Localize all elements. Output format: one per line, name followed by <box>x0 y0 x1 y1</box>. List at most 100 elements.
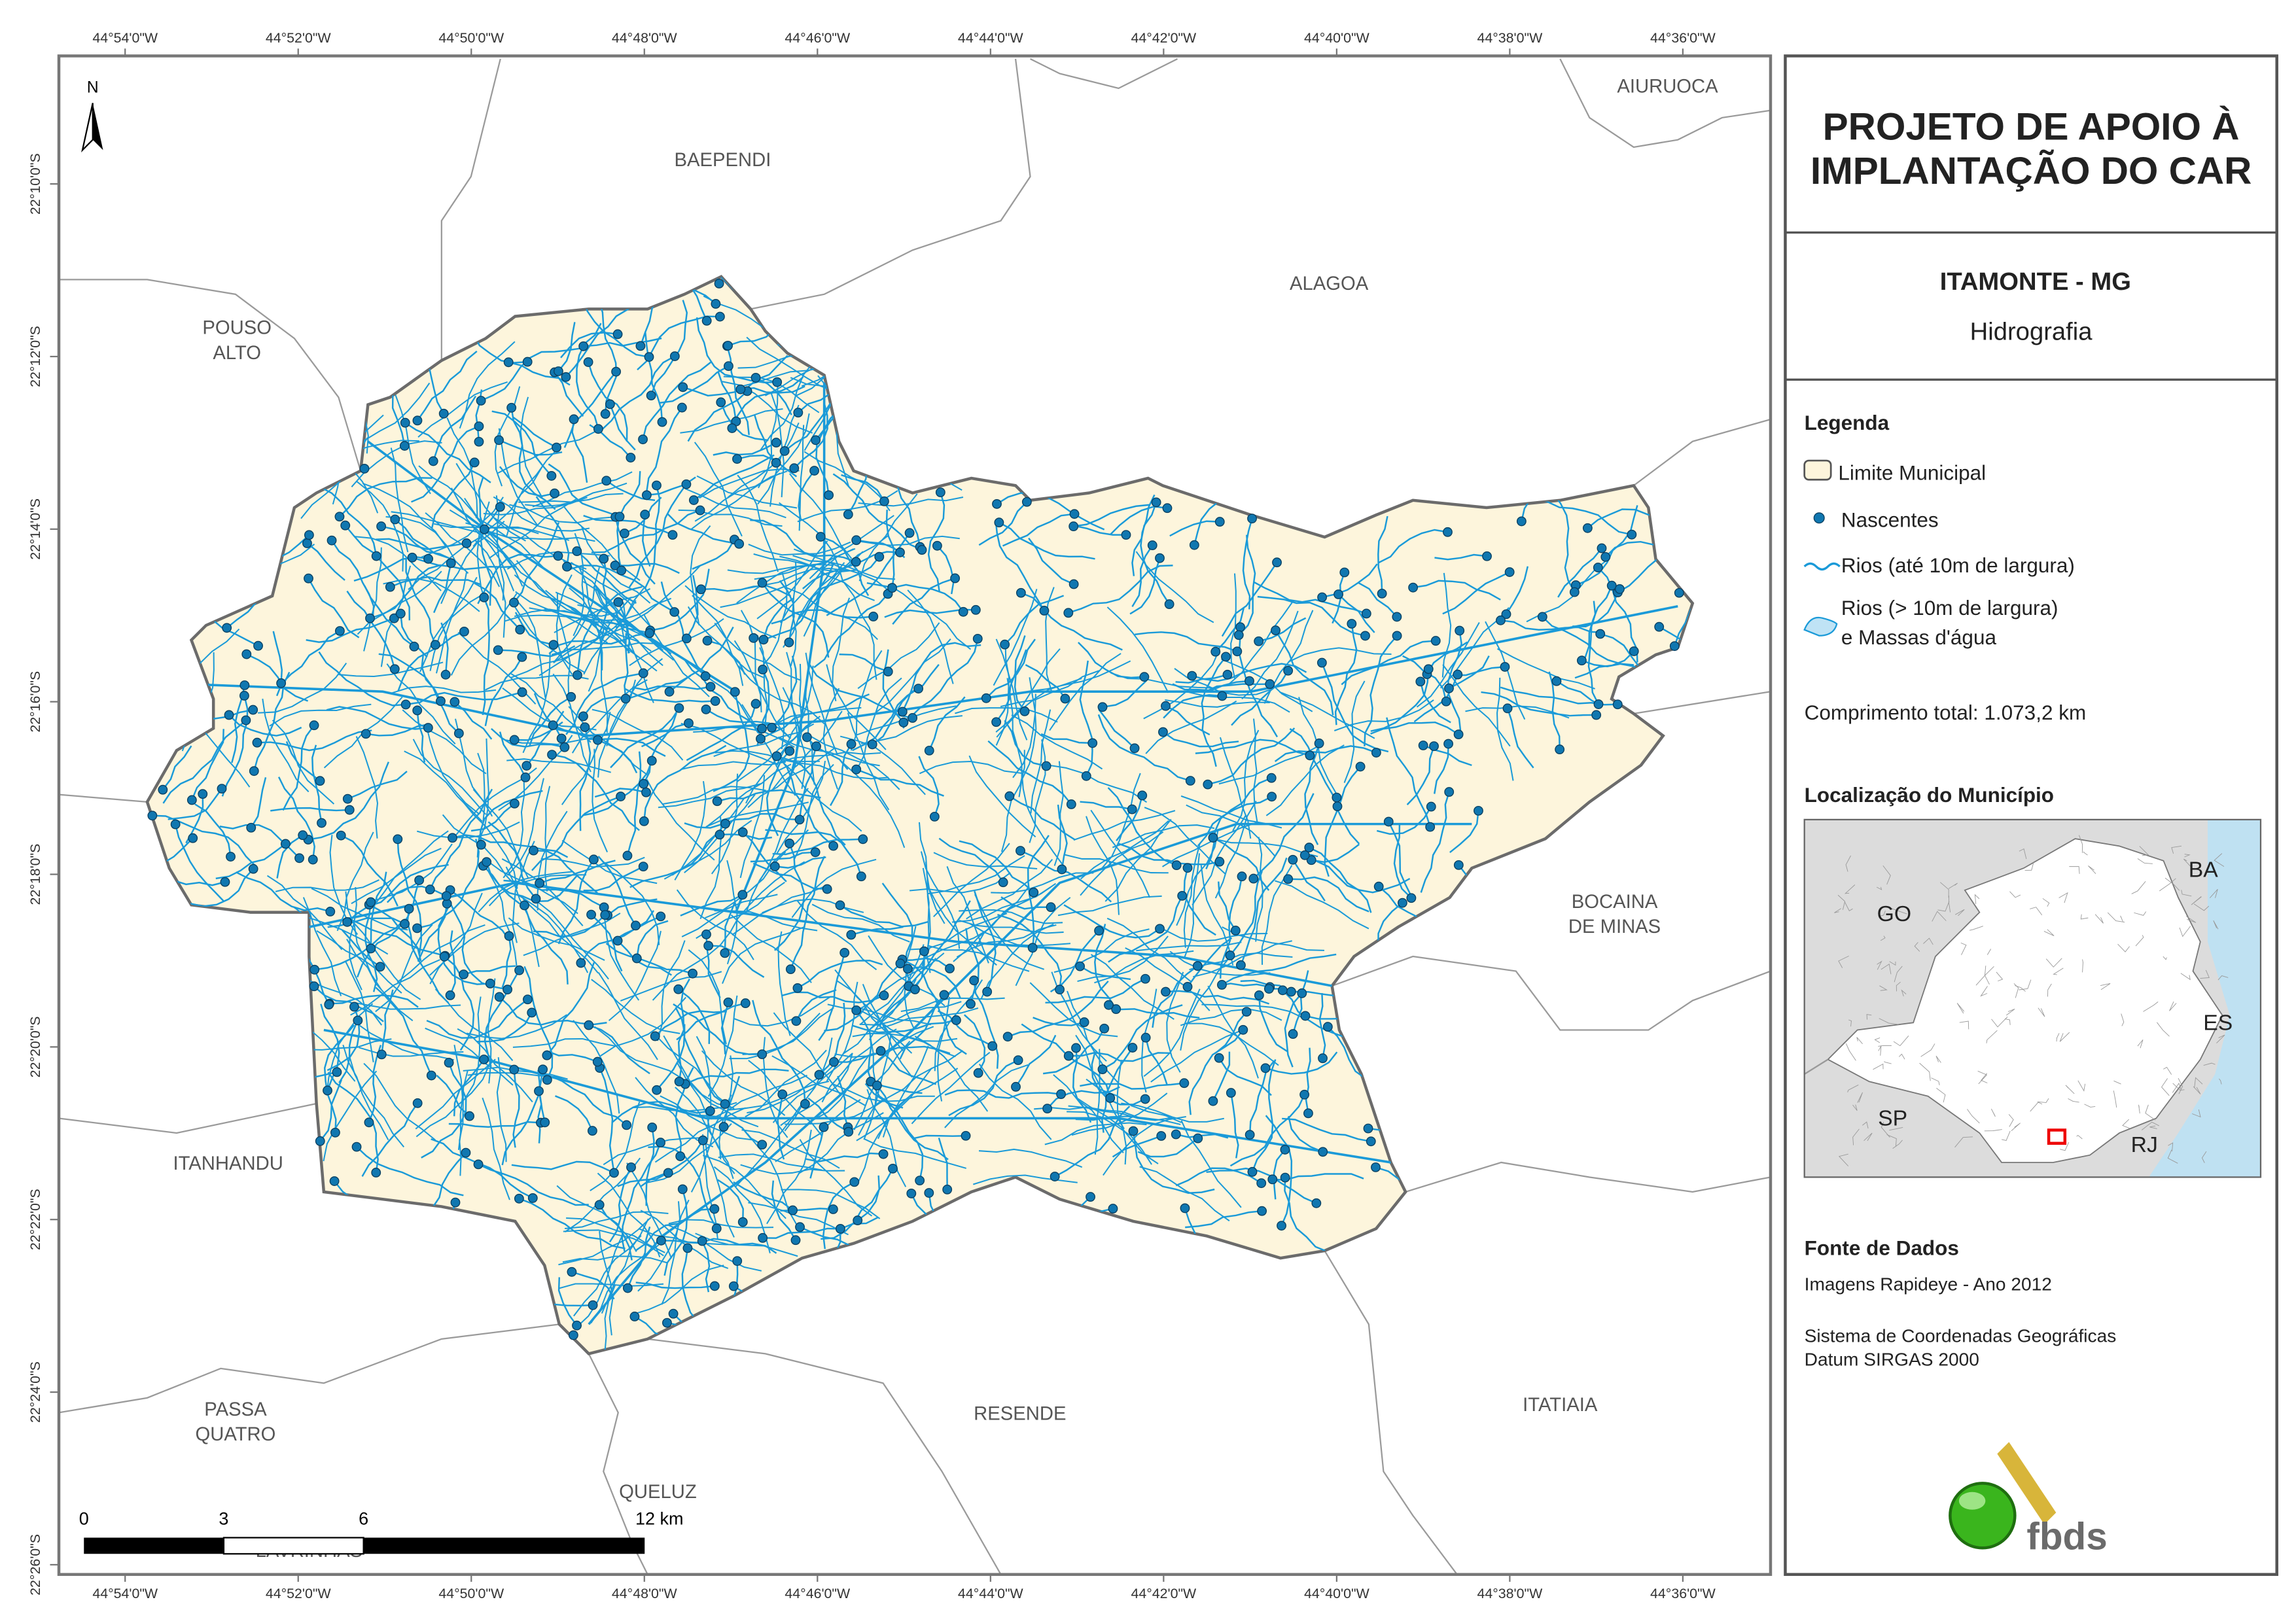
spring <box>723 997 733 1007</box>
spring <box>1361 608 1371 619</box>
river <box>798 1112 884 1175</box>
river <box>359 1047 464 1057</box>
river <box>512 841 535 943</box>
inset-mesh <box>2045 958 2062 968</box>
river <box>1229 1094 1305 1167</box>
spring <box>1582 523 1593 533</box>
spring <box>308 854 318 865</box>
river <box>497 431 595 474</box>
spring <box>1576 655 1587 666</box>
inset-mesh <box>2191 896 2202 905</box>
lon-label: 44°52'0"W <box>266 30 332 46</box>
river <box>552 754 640 831</box>
river <box>955 707 1058 723</box>
spring <box>802 732 812 742</box>
legend-swatch <box>1803 562 1841 571</box>
spring <box>785 964 796 975</box>
river <box>191 729 224 801</box>
spring <box>715 311 725 322</box>
river <box>843 762 906 848</box>
spring <box>553 551 563 561</box>
river <box>431 462 476 529</box>
spring <box>1418 741 1428 750</box>
river <box>773 1012 841 1095</box>
spring <box>1504 567 1515 577</box>
spring <box>851 764 862 775</box>
inset-mesh <box>2008 1114 2014 1127</box>
river <box>533 693 563 739</box>
river <box>993 589 1038 686</box>
river <box>1497 648 1595 689</box>
inset-mesh <box>1834 908 1841 913</box>
river <box>1376 806 1432 835</box>
river <box>1327 1026 1367 1080</box>
river <box>557 322 576 372</box>
river <box>1257 595 1366 637</box>
river <box>1370 721 1459 735</box>
river <box>663 786 766 805</box>
spring <box>186 795 197 805</box>
river <box>306 542 345 581</box>
river <box>882 1068 959 1138</box>
spring <box>393 834 403 845</box>
river <box>338 1020 359 1083</box>
river <box>1183 867 1216 936</box>
river <box>509 504 612 524</box>
river <box>920 851 961 949</box>
river <box>1274 745 1377 763</box>
inset-mesh <box>1866 1014 1872 1020</box>
spring <box>576 958 586 968</box>
spring <box>1069 579 1079 589</box>
river <box>546 962 595 1056</box>
river <box>1386 717 1431 828</box>
place-label: QUATRO <box>195 1424 275 1445</box>
spring <box>1042 1104 1053 1114</box>
river <box>631 685 711 691</box>
lon-label: 44°46'0"W <box>785 1586 851 1601</box>
river <box>1207 727 1296 786</box>
spring <box>851 557 861 567</box>
municipality: ITAMONTE - MG <box>1940 268 2131 296</box>
river <box>782 761 862 832</box>
river <box>761 582 830 658</box>
spring <box>638 862 648 872</box>
spring <box>815 532 826 542</box>
river <box>494 386 521 487</box>
spring <box>1280 1172 1290 1183</box>
spring <box>1339 567 1350 578</box>
river <box>1029 739 1046 843</box>
spring <box>1366 1136 1376 1147</box>
river <box>330 540 375 620</box>
river <box>692 595 744 686</box>
spring <box>688 495 699 505</box>
inset-mesh <box>2137 1039 2144 1049</box>
spring <box>304 530 314 540</box>
spring <box>552 442 561 453</box>
spring <box>461 1147 471 1158</box>
river <box>827 1003 932 1026</box>
inset-mesh <box>2006 1008 2015 1016</box>
spring <box>669 607 680 617</box>
river <box>1289 728 1339 807</box>
spring <box>1277 1221 1286 1231</box>
spring <box>248 705 258 715</box>
river <box>1238 534 1256 636</box>
river <box>1030 709 1051 814</box>
river <box>599 1068 615 1172</box>
river <box>590 1244 660 1324</box>
river <box>1011 714 1103 770</box>
river <box>592 748 609 852</box>
river <box>776 760 826 854</box>
spring <box>1555 744 1565 755</box>
river <box>578 567 603 671</box>
spring <box>951 1015 961 1025</box>
river <box>959 909 1063 924</box>
river <box>1028 537 1074 585</box>
spring <box>1595 629 1606 639</box>
lat-label: 22°10'0"S <box>27 153 43 215</box>
river <box>841 474 885 502</box>
spring <box>414 875 425 885</box>
river <box>642 514 651 567</box>
river <box>737 665 825 725</box>
river <box>1074 525 1126 536</box>
